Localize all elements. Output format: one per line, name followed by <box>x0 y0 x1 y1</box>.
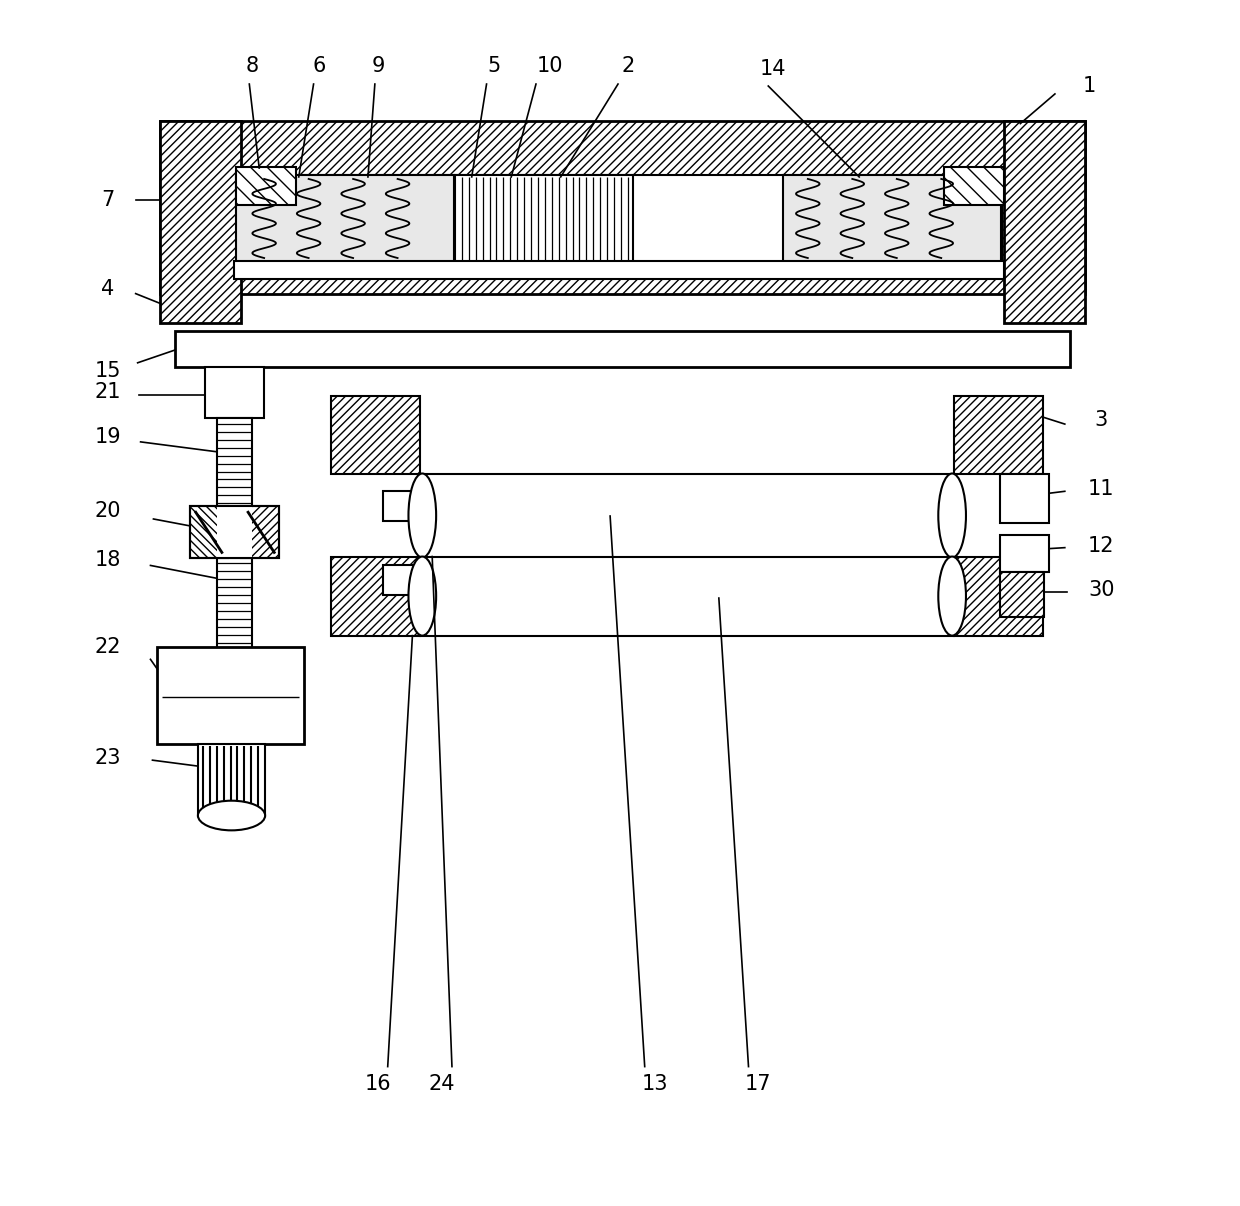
Text: 23: 23 <box>94 748 122 768</box>
Bar <box>954 397 1043 474</box>
Ellipse shape <box>408 474 436 557</box>
Text: 8: 8 <box>246 57 259 76</box>
Bar <box>954 556 1043 636</box>
Text: 4: 4 <box>102 279 114 299</box>
Bar <box>205 367 264 418</box>
Text: 19: 19 <box>94 427 122 447</box>
Bar <box>999 573 1044 616</box>
Text: 21: 21 <box>94 382 122 403</box>
Text: 1: 1 <box>1083 76 1096 96</box>
Bar <box>999 534 1049 573</box>
Bar <box>331 556 420 636</box>
Bar <box>242 507 279 557</box>
Bar <box>175 332 1070 367</box>
Ellipse shape <box>198 801 265 831</box>
Text: 12: 12 <box>1089 535 1115 556</box>
Text: 13: 13 <box>641 1075 668 1094</box>
Text: 20: 20 <box>94 500 122 521</box>
Text: 9: 9 <box>371 57 384 76</box>
Bar <box>217 418 252 522</box>
Ellipse shape <box>939 474 966 557</box>
Bar <box>944 168 1003 205</box>
Text: 10: 10 <box>537 57 563 76</box>
Bar <box>160 121 1085 293</box>
Text: 14: 14 <box>760 59 786 80</box>
Bar <box>331 397 420 474</box>
Bar <box>190 507 279 557</box>
Text: 17: 17 <box>745 1075 771 1094</box>
Text: 7: 7 <box>102 189 114 210</box>
Text: 30: 30 <box>1089 580 1115 601</box>
Text: 2: 2 <box>621 57 635 76</box>
Bar <box>157 648 304 744</box>
Bar <box>234 175 1002 264</box>
Bar <box>1003 121 1085 323</box>
Bar <box>234 260 1003 279</box>
Text: 22: 22 <box>94 638 122 657</box>
Text: 5: 5 <box>487 57 501 76</box>
Bar <box>784 175 1001 262</box>
Ellipse shape <box>939 556 966 636</box>
Bar <box>420 556 954 636</box>
Text: 6: 6 <box>312 57 326 76</box>
Bar <box>237 168 296 205</box>
Bar <box>217 557 252 649</box>
Text: 3: 3 <box>1095 410 1109 431</box>
Text: 15: 15 <box>94 361 122 381</box>
Text: 18: 18 <box>94 550 122 570</box>
Bar <box>237 175 454 262</box>
Bar <box>455 175 632 262</box>
Bar <box>383 566 424 595</box>
Bar <box>198 744 265 815</box>
Bar <box>420 474 954 557</box>
Ellipse shape <box>408 556 436 636</box>
Text: 16: 16 <box>365 1075 391 1094</box>
Bar <box>190 507 228 557</box>
Bar <box>999 474 1049 523</box>
Text: 24: 24 <box>429 1075 455 1094</box>
Bar <box>383 491 424 521</box>
Bar <box>160 121 242 323</box>
Text: 11: 11 <box>1089 479 1115 499</box>
Bar <box>217 507 252 557</box>
